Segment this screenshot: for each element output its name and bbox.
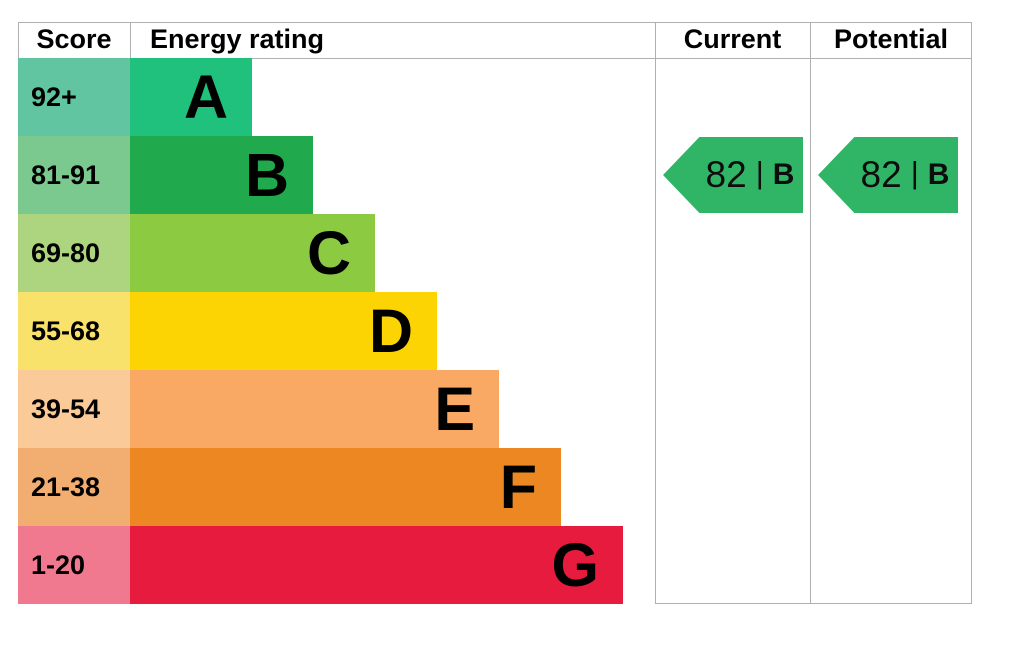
- table-top-border: [18, 22, 972, 23]
- score-column-header: Score: [36, 24, 112, 54]
- band-row: 92+ A: [18, 58, 655, 136]
- band-rows: 92+ A 81-91 B 69-80 C 55-68 D 39-54 E 21…: [18, 58, 655, 604]
- score-range-cell: 1-20: [18, 526, 130, 604]
- current-column-divider: [655, 22, 656, 604]
- energy-band-bar: G: [130, 526, 623, 604]
- potential-column-header: Potential: [833, 24, 948, 54]
- current-column-header: Current: [683, 24, 782, 54]
- score-range-cell: 21-38: [18, 448, 130, 526]
- score-range-cell: 92+: [18, 58, 130, 136]
- potential-score-value: 82: [860, 154, 902, 195]
- energy-band-bar: F: [130, 448, 561, 526]
- score-range-cell: 39-54: [18, 370, 130, 448]
- score-header-divider: [130, 22, 131, 58]
- band-row: 81-91 B: [18, 136, 655, 214]
- badge-separator: |: [910, 155, 919, 190]
- score-range-cell: 55-68: [18, 292, 130, 370]
- score-range-cell: 69-80: [18, 214, 130, 292]
- score-range-cell: 81-91: [18, 136, 130, 214]
- columns-bottom-border: [655, 603, 972, 604]
- current-score-value: 82: [705, 154, 747, 195]
- band-row: 21-38 F: [18, 448, 655, 526]
- energy-band-bar: B: [130, 136, 313, 214]
- energy-band-bar: A: [130, 58, 252, 136]
- current-rating-badge: 82 | B: [663, 137, 803, 213]
- energy-rating-column-header: Energy rating: [150, 24, 325, 54]
- current-band-letter: B: [772, 158, 795, 191]
- band-row: 39-54 E: [18, 370, 655, 448]
- epc-table: Score Energy rating Current Potential 92…: [18, 22, 972, 604]
- potential-column-divider: [810, 22, 811, 604]
- energy-band-bar: C: [130, 214, 375, 292]
- badge-separator: |: [755, 155, 764, 190]
- header-bottom-border: [18, 58, 972, 59]
- band-row: 1-20 G: [18, 526, 655, 604]
- energy-band-bar: D: [130, 292, 437, 370]
- potential-rating-badge: 82 | B: [818, 137, 958, 213]
- energy-band-bar: E: [130, 370, 499, 448]
- header-left-border: [18, 22, 19, 58]
- band-row: 55-68 D: [18, 292, 655, 370]
- potential-band-letter: B: [927, 158, 950, 191]
- table-right-border: [971, 22, 972, 604]
- band-row: 69-80 C: [18, 214, 655, 292]
